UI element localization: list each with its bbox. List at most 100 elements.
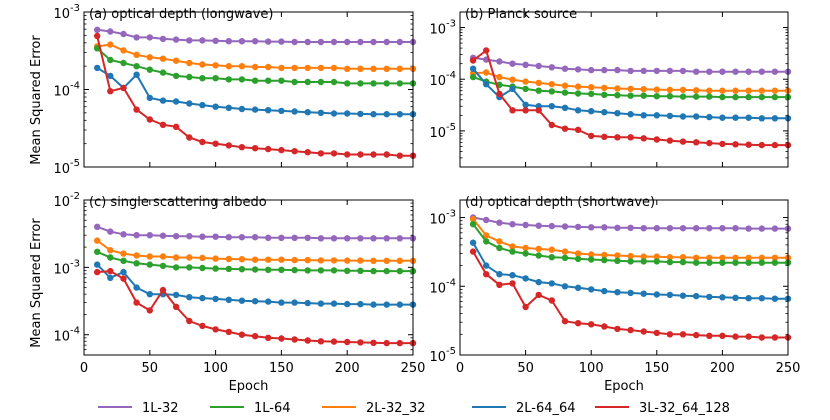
data-point	[212, 255, 219, 262]
data-point	[265, 77, 272, 84]
data-point	[172, 291, 180, 299]
data-point	[291, 256, 298, 264]
data-point	[344, 267, 351, 274]
data-point	[496, 90, 503, 98]
legend-label: 1L-32	[142, 401, 179, 416]
data-point	[265, 334, 272, 341]
data-point	[509, 243, 516, 250]
legend-label: 2L-64_64	[516, 401, 576, 416]
series-2L-64_64	[94, 261, 417, 308]
data-point	[535, 291, 542, 299]
data-point	[640, 112, 647, 119]
data-point	[574, 284, 582, 291]
data-point	[383, 65, 390, 73]
y-tick-label: 10-5	[429, 122, 456, 141]
data-point	[146, 291, 153, 298]
data-point	[278, 77, 285, 84]
data-point	[186, 37, 193, 44]
data-point	[94, 26, 101, 33]
x-tick-label: 150	[269, 361, 294, 376]
x-tick-label: 0	[456, 361, 464, 376]
data-point	[383, 235, 390, 242]
data-point	[159, 55, 167, 62]
data-point	[588, 321, 595, 328]
data-point	[771, 225, 779, 232]
data-point	[496, 271, 503, 278]
data-point	[317, 300, 325, 307]
plot-frame	[459, 11, 789, 168]
data-point	[509, 280, 516, 287]
data-point	[496, 219, 503, 226]
data-point	[469, 239, 477, 246]
data-point	[251, 77, 259, 84]
data-point	[146, 307, 153, 314]
chart-panel-3: 10-4 10-3 10-2 0 50 100 150 200 250 (c) single sc…	[53, 191, 425, 394]
data-point	[357, 110, 364, 118]
data-point	[627, 67, 634, 75]
x-tick-label: 250	[776, 361, 801, 376]
data-point	[238, 62, 246, 70]
series-1L-64	[94, 45, 417, 87]
y-axis-label-bottom: Mean Squared Error	[29, 218, 44, 348]
data-point	[561, 248, 569, 255]
data-point	[159, 97, 167, 104]
legend-item-3L-32_64_128: 3L-32_64_128	[595, 401, 730, 416]
data-point	[251, 106, 259, 113]
data-point	[278, 146, 285, 154]
data-point	[771, 93, 779, 101]
data-point	[120, 47, 127, 54]
data-point	[771, 141, 779, 149]
data-point	[212, 326, 219, 333]
series-3L-32_64_128	[469, 248, 792, 341]
series-2L-64_64	[469, 65, 792, 122]
data-point	[146, 261, 153, 268]
data-point	[666, 93, 674, 100]
data-point	[548, 81, 555, 88]
data-point	[278, 234, 285, 241]
data-point	[186, 73, 193, 81]
data-point	[304, 64, 311, 72]
data-point	[330, 235, 338, 242]
legend-label: 1L-64	[254, 401, 291, 416]
series-1L-32	[94, 26, 417, 46]
data-point	[758, 93, 765, 101]
legend-item-2L-32_32: 2L-32_32	[322, 401, 426, 416]
data-point	[614, 252, 621, 259]
data-point	[278, 299, 285, 306]
data-point	[291, 78, 298, 86]
data-point	[719, 225, 726, 232]
data-point	[771, 115, 779, 122]
x-tick-label: 150	[644, 361, 669, 376]
data-point	[706, 113, 713, 121]
data-point	[146, 34, 153, 41]
plot-background	[84, 12, 413, 167]
data-point	[317, 78, 325, 86]
data-point	[344, 110, 351, 117]
series-1L-64	[94, 248, 417, 275]
data-point	[522, 244, 529, 252]
data-point	[653, 67, 660, 75]
data-point	[317, 235, 325, 242]
y-tick-label: 10-3	[429, 209, 456, 228]
data-point	[548, 246, 555, 253]
data-point	[601, 323, 608, 330]
data-point	[186, 254, 193, 261]
data-point	[496, 73, 503, 81]
data-point	[212, 140, 219, 147]
data-point	[186, 59, 193, 67]
data-point	[745, 93, 752, 101]
data-point	[666, 291, 674, 299]
data-point	[483, 271, 490, 278]
series-2L-32_32	[469, 69, 792, 94]
data-point	[679, 292, 687, 299]
data-point	[107, 88, 114, 95]
data-point	[601, 109, 608, 116]
data-point	[522, 101, 529, 109]
data-point	[732, 254, 739, 261]
data-point	[357, 257, 364, 264]
data-point	[666, 112, 674, 120]
data-point	[330, 338, 338, 345]
data-point	[107, 228, 114, 235]
data-point	[666, 258, 674, 266]
y-tick-label: 10-3	[53, 258, 80, 277]
